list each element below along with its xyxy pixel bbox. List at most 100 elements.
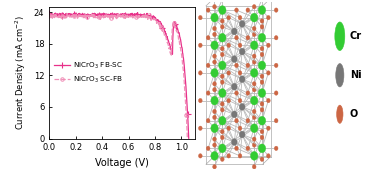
- Circle shape: [239, 76, 245, 83]
- Circle shape: [227, 98, 231, 103]
- Circle shape: [260, 129, 264, 134]
- Circle shape: [198, 43, 202, 48]
- NiCrO$_3$ SC-FB: [122, 16, 127, 18]
- Circle shape: [211, 41, 218, 50]
- NiCrO$_3$ FB-SC: [135, 12, 140, 14]
- Circle shape: [220, 19, 224, 23]
- Circle shape: [220, 0, 224, 1]
- NiCrO$_3$ SC-FB: [113, 15, 117, 17]
- Circle shape: [220, 135, 224, 140]
- Circle shape: [266, 154, 270, 158]
- Circle shape: [253, 32, 256, 37]
- Circle shape: [198, 98, 202, 103]
- Circle shape: [211, 13, 218, 22]
- Circle shape: [258, 6, 266, 14]
- Circle shape: [235, 36, 238, 40]
- Circle shape: [266, 43, 270, 48]
- Circle shape: [239, 21, 245, 27]
- Circle shape: [253, 109, 256, 114]
- Circle shape: [266, 71, 270, 75]
- Circle shape: [274, 36, 278, 40]
- Circle shape: [246, 36, 249, 40]
- Circle shape: [266, 15, 270, 20]
- Circle shape: [220, 80, 224, 84]
- Circle shape: [218, 144, 226, 153]
- Circle shape: [239, 103, 245, 110]
- Circle shape: [253, 5, 256, 9]
- Circle shape: [211, 69, 218, 77]
- NiCrO$_3$ SC-FB: [114, 17, 118, 19]
- Circle shape: [260, 19, 264, 23]
- Circle shape: [246, 8, 249, 12]
- NiCrO$_3$ FB-SC: [186, 137, 191, 139]
- Circle shape: [231, 83, 237, 90]
- Circle shape: [218, 61, 226, 70]
- NiCrO$_3$ FB-SC: [161, 27, 166, 29]
- Circle shape: [253, 115, 256, 120]
- Circle shape: [251, 124, 258, 133]
- Circle shape: [274, 63, 278, 68]
- Circle shape: [251, 152, 258, 160]
- Circle shape: [251, 69, 258, 77]
- Circle shape: [238, 98, 242, 103]
- Circle shape: [274, 119, 278, 123]
- Circle shape: [220, 108, 224, 112]
- Circle shape: [239, 48, 245, 55]
- Circle shape: [213, 26, 216, 31]
- Circle shape: [206, 36, 210, 40]
- Text: Cr: Cr: [350, 31, 362, 41]
- Line: NiCrO$_3$ FB-SC: NiCrO$_3$ FB-SC: [46, 10, 192, 141]
- Circle shape: [235, 91, 238, 95]
- Circle shape: [246, 146, 249, 150]
- Circle shape: [227, 15, 231, 20]
- Circle shape: [235, 146, 238, 150]
- Circle shape: [260, 157, 264, 161]
- Circle shape: [218, 89, 226, 97]
- Circle shape: [198, 71, 202, 75]
- Circle shape: [258, 116, 266, 125]
- Circle shape: [251, 96, 258, 105]
- Circle shape: [260, 52, 264, 57]
- Circle shape: [213, 5, 216, 9]
- Circle shape: [336, 64, 344, 87]
- Circle shape: [198, 126, 202, 130]
- Circle shape: [274, 146, 278, 150]
- Circle shape: [220, 157, 224, 161]
- Circle shape: [335, 22, 345, 51]
- Circle shape: [213, 82, 216, 86]
- Circle shape: [213, 60, 216, 64]
- Circle shape: [266, 98, 270, 103]
- Circle shape: [238, 15, 242, 20]
- Circle shape: [274, 8, 278, 12]
- Circle shape: [213, 165, 216, 169]
- Circle shape: [220, 102, 224, 106]
- Circle shape: [246, 91, 249, 95]
- Circle shape: [213, 88, 216, 92]
- Circle shape: [220, 129, 224, 134]
- Circle shape: [218, 33, 226, 42]
- Circle shape: [253, 88, 256, 92]
- Circle shape: [213, 115, 216, 120]
- Circle shape: [258, 144, 266, 153]
- Circle shape: [253, 60, 256, 64]
- Circle shape: [238, 154, 242, 158]
- Circle shape: [227, 154, 231, 158]
- Circle shape: [206, 146, 210, 150]
- NiCrO$_3$ FB-SC: [47, 12, 51, 14]
- Circle shape: [213, 143, 216, 147]
- NiCrO$_3$ FB-SC: [130, 14, 135, 16]
- Circle shape: [251, 41, 258, 50]
- Circle shape: [231, 56, 237, 62]
- Circle shape: [218, 116, 226, 125]
- NiCrO$_3$ SC-FB: [47, 14, 51, 16]
- NiCrO$_3$ SC-FB: [65, 13, 69, 15]
- NiCrO$_3$ FB-SC: [113, 14, 118, 16]
- Circle shape: [258, 89, 266, 97]
- Circle shape: [253, 54, 256, 58]
- Circle shape: [260, 108, 264, 112]
- Circle shape: [213, 54, 216, 58]
- Y-axis label: Current Density (mA cm$^{-2}$): Current Density (mA cm$^{-2}$): [14, 15, 28, 130]
- Circle shape: [260, 80, 264, 84]
- Circle shape: [260, 0, 264, 1]
- Circle shape: [206, 63, 210, 68]
